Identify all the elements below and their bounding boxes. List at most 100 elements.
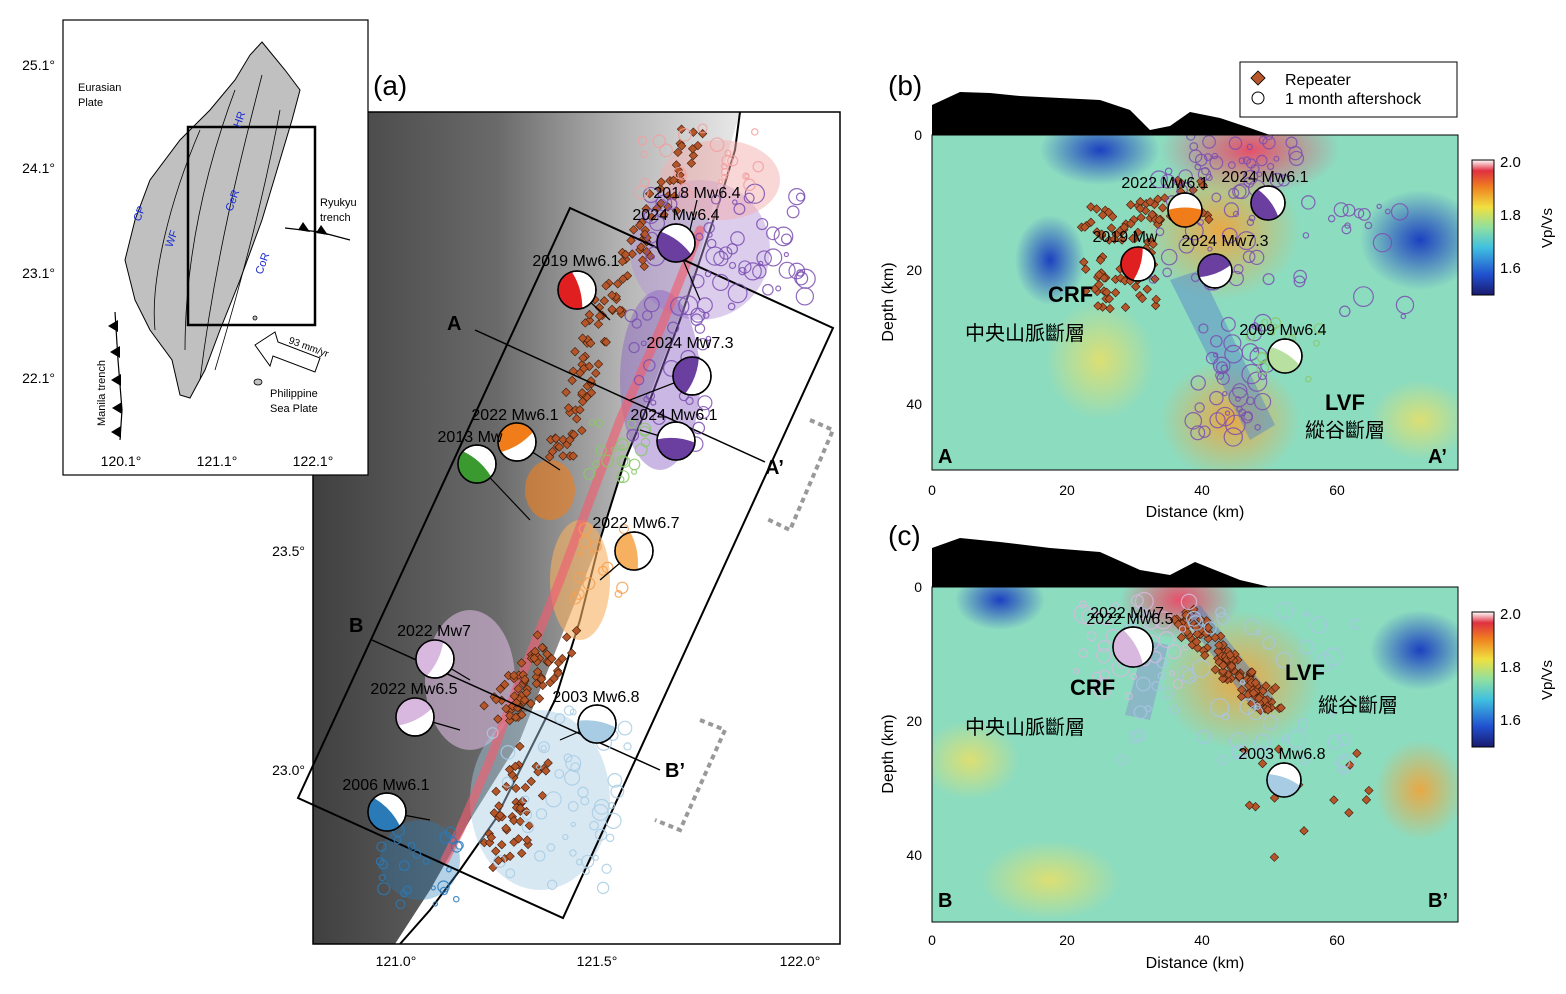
cbar-tick-c: 2.0: [1500, 606, 1521, 623]
aftershock-marker: [643, 296, 660, 313]
repeater-marker: [1120, 276, 1130, 286]
aftershock-marker: [743, 192, 755, 204]
repeater-marker: [530, 646, 540, 657]
aftershock-marker: [1357, 207, 1371, 221]
aftershock-marker: [655, 194, 673, 212]
aftershock-marker: [766, 226, 780, 241]
aftershock-marker: [1130, 673, 1138, 680]
aftershock-marker: [617, 475, 625, 484]
aftershock-marker: [1223, 427, 1243, 447]
ytick-c: 20: [906, 713, 922, 729]
repeater-marker: [627, 249, 637, 259]
geologic-line-1: [153, 129, 201, 331]
inset-lat-24-1: 24.1°: [22, 160, 55, 176]
repeater-marker: [503, 670, 514, 681]
ylabel-b: Depth (km): [880, 262, 897, 341]
aftershock-marker: [717, 179, 724, 185]
aftershock-marker: [1233, 264, 1244, 275]
repeater-marker: [517, 848, 527, 858]
aftershock-marker: [1239, 698, 1256, 715]
aftershock-marker: [607, 773, 623, 788]
aftershock-marker: [709, 137, 725, 152]
aftershock-marker: [1298, 639, 1314, 655]
lon-tick-121-5: 121.5°: [577, 953, 618, 969]
aftershock-marker: [744, 173, 750, 179]
ytick-c: 40: [906, 847, 922, 863]
event-label: 2019 Mw6.1: [532, 253, 619, 270]
repeater-marker: [1137, 293, 1147, 304]
xtick-c: 60: [1329, 932, 1345, 948]
repeater-marker: [522, 835, 532, 845]
aftershock-marker: [731, 199, 738, 205]
repeater-marker: [486, 832, 496, 843]
repeater-marker: [1182, 627, 1192, 637]
aftershock-marker: [706, 238, 717, 249]
aftershock-marker: [439, 831, 452, 844]
repeater-marker: [1218, 673, 1228, 684]
aftershock-marker: [1095, 609, 1111, 625]
repeater-marker: [526, 776, 536, 787]
aftershock-marker: [1271, 323, 1278, 330]
aftershock-marker: [617, 720, 633, 736]
aftershock-marker: [546, 843, 556, 852]
aftershock-marker: [721, 173, 728, 180]
aftershock-marker: [1269, 172, 1285, 188]
cbar-tick-b: 1.8: [1500, 207, 1521, 224]
aftershock-marker: [795, 192, 805, 202]
event-label: 2018 Mw6.4: [653, 185, 740, 202]
repeater-marker: [537, 642, 547, 653]
aftershock-marker: [1215, 406, 1235, 427]
repeater-marker: [1097, 229, 1107, 239]
repeater-marker: [656, 177, 666, 187]
aftershock-marker: [1327, 214, 1336, 223]
repeater-marker: [1274, 744, 1284, 754]
aftershock-marker: [1313, 323, 1325, 335]
repeater-marker: [646, 212, 657, 222]
trench-tooth: [112, 402, 122, 414]
repeater-marker: [526, 698, 536, 709]
inset-lon-121-1: 121.1°: [197, 453, 238, 469]
repeater-marker: [479, 837, 489, 848]
repeater-marker: [533, 767, 543, 777]
repeater-marker: [547, 446, 558, 457]
aftershock-marker: [1135, 676, 1151, 692]
aftershock-marker: [1333, 202, 1349, 218]
aftershock-marker: [1313, 339, 1320, 347]
aftershock-marker: [1215, 606, 1226, 618]
repeater-marker: [601, 337, 611, 347]
aftershock-marker: [623, 742, 632, 751]
repeater-marker: [515, 803, 525, 813]
aftershock-marker: [1116, 754, 1128, 766]
aftershock-marker: [1245, 396, 1255, 406]
aftershock-marker: [1250, 164, 1260, 174]
repeater-marker: [495, 810, 505, 820]
aftershock-marker: [728, 261, 737, 270]
aftershock-marker: [1223, 334, 1242, 353]
event-label-b: 2009 Mw6.4: [1239, 322, 1326, 339]
repeater-marker: [575, 405, 585, 415]
repeater-marker: [1250, 678, 1261, 688]
aftershock-marker: [685, 396, 694, 406]
repeater-marker: [607, 290, 617, 300]
aftershock-marker: [652, 134, 666, 148]
panel-label-c: (c): [888, 520, 921, 551]
aftershock-marker: [695, 232, 704, 242]
map-a: A A’ B B’ 2018 Mw6.4 2024 Mw6.4 2019 Mw6.1…: [272, 70, 841, 969]
aftershock-marker: [570, 821, 576, 828]
aftershock-marker: [637, 135, 648, 146]
beachball-b: [1167, 192, 1203, 228]
aftershock-marker: [1262, 636, 1276, 650]
end-b-c: B: [938, 890, 952, 912]
repeater-marker: [1234, 671, 1245, 682]
aftershock-marker: [756, 250, 772, 266]
repeater-marker: [493, 855, 504, 866]
beachball-2022-mw7: [415, 639, 455, 679]
repeater-marker: [1237, 685, 1247, 695]
aftershock-marker: [492, 854, 507, 869]
repeater-marker: [594, 311, 605, 321]
aftershock-marker: [690, 274, 705, 289]
aftershock-marker: [628, 341, 640, 354]
aftershock-marker: [616, 438, 629, 451]
repeater-marker: [1117, 235, 1127, 245]
